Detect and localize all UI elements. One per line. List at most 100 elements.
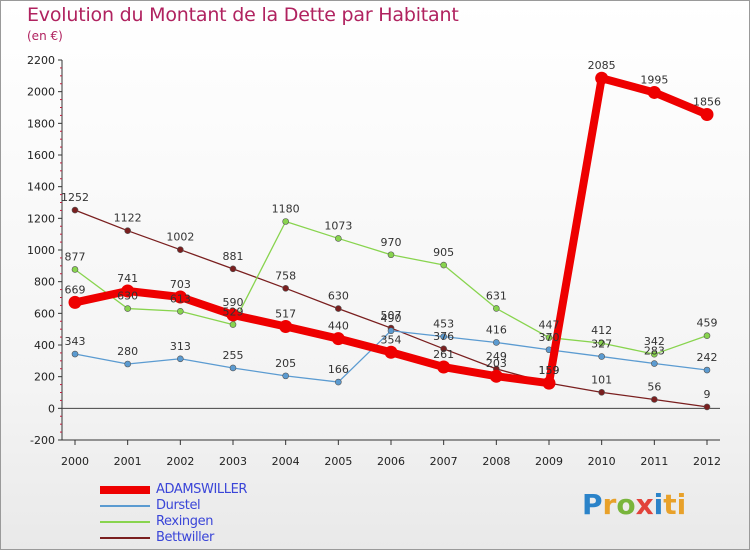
y-tick-label: 1400: [27, 181, 55, 194]
x-tick-label: 2000: [61, 455, 89, 468]
data-label-rexingen: 447: [539, 319, 560, 332]
logo-letter: P: [582, 488, 603, 521]
data-label-adamswiller: 517: [275, 307, 296, 320]
data-label-durstel: 280: [117, 345, 138, 358]
chart-subtitle: (en €): [27, 29, 63, 43]
data-point-rexingen: [440, 261, 447, 269]
x-tick-label: 2007: [430, 455, 458, 468]
data-label-bettwiller: 758: [275, 269, 296, 282]
data-point-rexingen: [124, 305, 131, 312]
data-point-durstel: [335, 378, 342, 386]
data-label-rexingen: 1073: [324, 219, 352, 232]
data-label-durstel: 255: [223, 349, 244, 362]
data-point-durstel: [387, 327, 395, 335]
data-point-adamswiller: [700, 107, 714, 121]
data-label-adamswiller: 703: [170, 278, 191, 291]
data-label-bettwiller: 507: [381, 309, 402, 322]
data-label-rexingen: 459: [697, 317, 718, 330]
x-tick-label: 2001: [114, 455, 142, 468]
data-label-bettwiller: 1002: [166, 231, 194, 244]
x-tick-label: 2010: [588, 455, 616, 468]
data-point-rexingen: [598, 339, 605, 347]
data-point-rexingen: [387, 251, 395, 259]
logo-letter: ti: [663, 488, 687, 521]
data-label-rexingen: 342: [644, 335, 665, 348]
data-point-rexingen: [493, 305, 500, 312]
x-tick-label: 2005: [324, 455, 352, 468]
data-point-durstel: [493, 339, 500, 346]
y-tick-label: 2200: [27, 54, 55, 67]
data-point-durstel: [124, 360, 131, 368]
data-label-durstel: 327: [591, 338, 612, 351]
data-label-rexingen: 877: [65, 250, 86, 263]
data-point-rexingen: [177, 307, 184, 315]
legend: ADAMSWILLER Durstel Rexingen Bettwiller: [100, 483, 247, 547]
data-point-bettwiller: [229, 265, 237, 273]
data-label-rexingen: 1180: [272, 203, 300, 216]
data-point-adamswiller: [173, 290, 187, 304]
legend-swatch-rexingen: [100, 521, 150, 523]
data-label-durstel: 416: [486, 323, 507, 336]
data-label-rexingen: 529: [223, 306, 244, 319]
x-tick-label: 2003: [219, 455, 247, 468]
data-point-durstel: [282, 372, 289, 380]
legend-item-durstel: Durstel: [100, 499, 247, 513]
data-point-adamswiller: [68, 295, 82, 309]
data-label-adamswiller: 261: [433, 348, 454, 361]
data-label-durstel: 453: [433, 318, 454, 331]
data-point-durstel: [177, 355, 184, 363]
data-point-bettwiller: [651, 396, 658, 403]
legend-label-bettwiller: Bettwiller: [156, 530, 214, 545]
logo-letter: o: [616, 488, 636, 521]
data-label-rexingen: 630: [117, 290, 138, 303]
data-label-bettwiller: 249: [486, 350, 507, 363]
data-label-rexingen: 970: [381, 236, 402, 249]
logo-letter: r: [602, 488, 617, 521]
x-tick-label: 2009: [535, 455, 563, 468]
chart-axes: -200 0 200 400 600 800 1000 1200 1400 1600 1800 200…: [27, 54, 721, 468]
data-label-adamswiller: 159: [539, 364, 560, 377]
data-labels-layer: 669 741 703 590 517 440 354 261 203 159 2085 1995 18…: [61, 59, 721, 401]
data-point-adamswiller: [279, 319, 293, 333]
data-label-durstel: 205: [275, 357, 296, 370]
x-tick-label: 2004: [272, 455, 300, 468]
data-point-durstel: [71, 350, 79, 358]
data-point-rexingen: [651, 350, 658, 358]
legend-label-adamswiller: ADAMSWILLER: [156, 482, 248, 497]
data-point-rexingen: [703, 332, 711, 339]
data-label-bettwiller: 9: [704, 388, 711, 401]
data-point-bettwiller: [177, 246, 184, 253]
data-label-adamswiller: 669: [65, 283, 86, 296]
legend-swatch-bettwiller: [100, 537, 150, 539]
data-point-adamswiller: [489, 369, 503, 383]
data-point-bettwiller: [124, 227, 131, 234]
y-tick-label: 1600: [27, 149, 55, 162]
legend-swatch-durstel: [100, 505, 150, 507]
chart-title: Evolution du Montant de la Dette par Hab…: [27, 4, 459, 26]
data-point-durstel: [703, 366, 711, 374]
data-label-durstel: 283: [644, 345, 665, 358]
data-label-adamswiller: 203: [486, 357, 507, 370]
data-point-durstel: [440, 333, 447, 340]
y-tick-label: 1800: [27, 117, 55, 130]
data-point-rexingen: [282, 218, 289, 225]
x-tick-label: 2006: [377, 455, 405, 468]
data-label-rexingen: 613: [170, 292, 191, 305]
y-tick-label: 1200: [27, 212, 55, 225]
legend-label-durstel: Durstel: [156, 498, 201, 513]
y-tick-label: 800: [34, 276, 55, 289]
data-point-adamswiller: [226, 308, 240, 322]
legend-label-rexingen: Rexingen: [156, 514, 214, 529]
data-label-bettwiller: 159: [539, 364, 560, 377]
data-label-adamswiller: 590: [223, 296, 244, 309]
data-point-adamswiller: [542, 376, 556, 390]
x-tick-label: 2008: [482, 455, 510, 468]
data-point-adamswiller: [437, 360, 451, 374]
y-tick-label: 2000: [27, 86, 55, 99]
data-point-rexingen: [545, 334, 553, 341]
data-point-adamswiller: [121, 284, 135, 298]
data-point-bettwiller: [282, 285, 289, 292]
data-point-adamswiller: [647, 85, 661, 99]
